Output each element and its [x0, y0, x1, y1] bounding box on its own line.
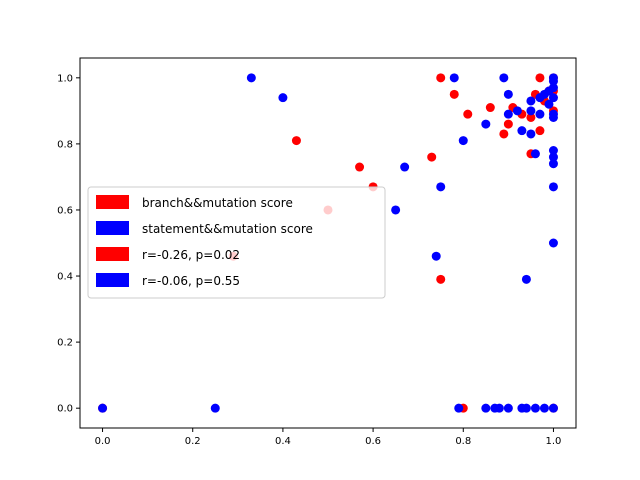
- y-tick-label: 1.0: [57, 73, 73, 84]
- series-1-point-32: [539, 403, 549, 413]
- series-1-point-22: [521, 274, 531, 284]
- x-tick-label: 0.0: [95, 436, 111, 447]
- series-1-point-43: [548, 159, 558, 169]
- series-1-point-19: [512, 106, 522, 116]
- series-1-point-10: [458, 136, 468, 146]
- series-1-point-3: [278, 93, 288, 103]
- series-1-point-46: [548, 403, 558, 413]
- series-0-point-6: [427, 152, 437, 162]
- y-tick-label: 0.4: [57, 272, 73, 283]
- series-1-point-28: [530, 403, 540, 413]
- series-0-point-20: [535, 126, 545, 136]
- axis-ticks: 0.0 0.2 0.4 0.6 0.8 1.0 0.0 0.2 0.4 0.6 0.8 1.0: [57, 73, 561, 447]
- series-0-point-8: [436, 274, 446, 284]
- x-tick-label: 0.2: [185, 436, 201, 447]
- series-1-point-7: [436, 182, 446, 192]
- series-1-point-44: [548, 182, 558, 192]
- series-1-point-42: [548, 152, 558, 162]
- legend-swatch: [96, 273, 129, 287]
- series-0-point-13: [499, 129, 509, 139]
- series-0-point-18: [526, 112, 536, 122]
- series-1-point-9: [454, 403, 464, 413]
- series-1-point-8: [449, 73, 459, 83]
- series-1-point-30: [535, 109, 545, 119]
- plot-frame: [79, 57, 577, 429]
- series-0-point-12: [485, 103, 495, 113]
- legend-label: r=-0.06, p=0.55: [142, 274, 240, 288]
- y-tick-label: 0.8: [57, 139, 73, 150]
- series-1-point-15: [499, 73, 509, 83]
- series-0-point-7: [436, 73, 446, 83]
- series-1-point-41: [548, 146, 558, 155]
- series-1-point-16: [503, 403, 513, 413]
- x-tick-label: 0.8: [455, 436, 471, 447]
- series-1-point-21: [517, 126, 527, 136]
- series-1-point-17: [503, 89, 513, 99]
- series-0-point-14: [503, 119, 513, 129]
- x-tick-label: 0.6: [365, 436, 381, 447]
- series-1-point-14: [494, 403, 504, 413]
- series-0-point-4: [355, 162, 365, 172]
- series-1-point-12: [481, 403, 491, 413]
- y-tick-label: 0.2: [57, 338, 73, 349]
- legend-swatch: [96, 221, 129, 235]
- series-1-point-45: [548, 238, 558, 248]
- series-1-point-11: [481, 119, 491, 129]
- x-tick-label: 0.4: [275, 436, 291, 447]
- x-tick-label: 1.0: [546, 436, 562, 447]
- legend-box: [87, 186, 386, 299]
- series-1-point-40: [548, 112, 558, 122]
- legend-swatch: [96, 195, 129, 209]
- series-1-point-27: [530, 149, 540, 159]
- series-1-point-24: [526, 129, 536, 139]
- series-1-point-1: [210, 403, 220, 413]
- series-1-point-2: [246, 73, 256, 83]
- y-tick-label: 0.6: [57, 205, 73, 216]
- legend: branch&&mutation score statement&&mutatio…: [87, 186, 386, 299]
- series-1-point-37: [548, 83, 558, 93]
- series-1-point-25: [526, 96, 536, 106]
- series-1-point-38: [548, 93, 558, 103]
- series-1-point-18: [503, 109, 513, 119]
- series-1-point-4: [391, 205, 401, 215]
- series-1-point-36: [548, 76, 558, 86]
- series-1-point-0: [98, 403, 108, 413]
- series-1-point-5: [400, 162, 410, 172]
- series-1-point-34: [544, 99, 554, 109]
- y-tick-label: 0.0: [57, 404, 73, 415]
- legend-swatch: [96, 247, 129, 261]
- legend-label: r=-0.26, p=0.02: [142, 248, 240, 262]
- legend-label: branch&&mutation score: [142, 196, 293, 210]
- points-layer: [98, 73, 558, 413]
- legend-label: statement&&mutation score: [142, 222, 313, 236]
- series-0-point-21: [535, 73, 545, 83]
- series-0-point-2: [291, 136, 301, 146]
- series-0-point-11: [463, 109, 473, 119]
- series-1-point-6: [431, 251, 441, 261]
- series-0-point-9: [449, 89, 459, 99]
- series-1-point-26: [526, 106, 536, 116]
- series-1-point-23: [521, 403, 531, 413]
